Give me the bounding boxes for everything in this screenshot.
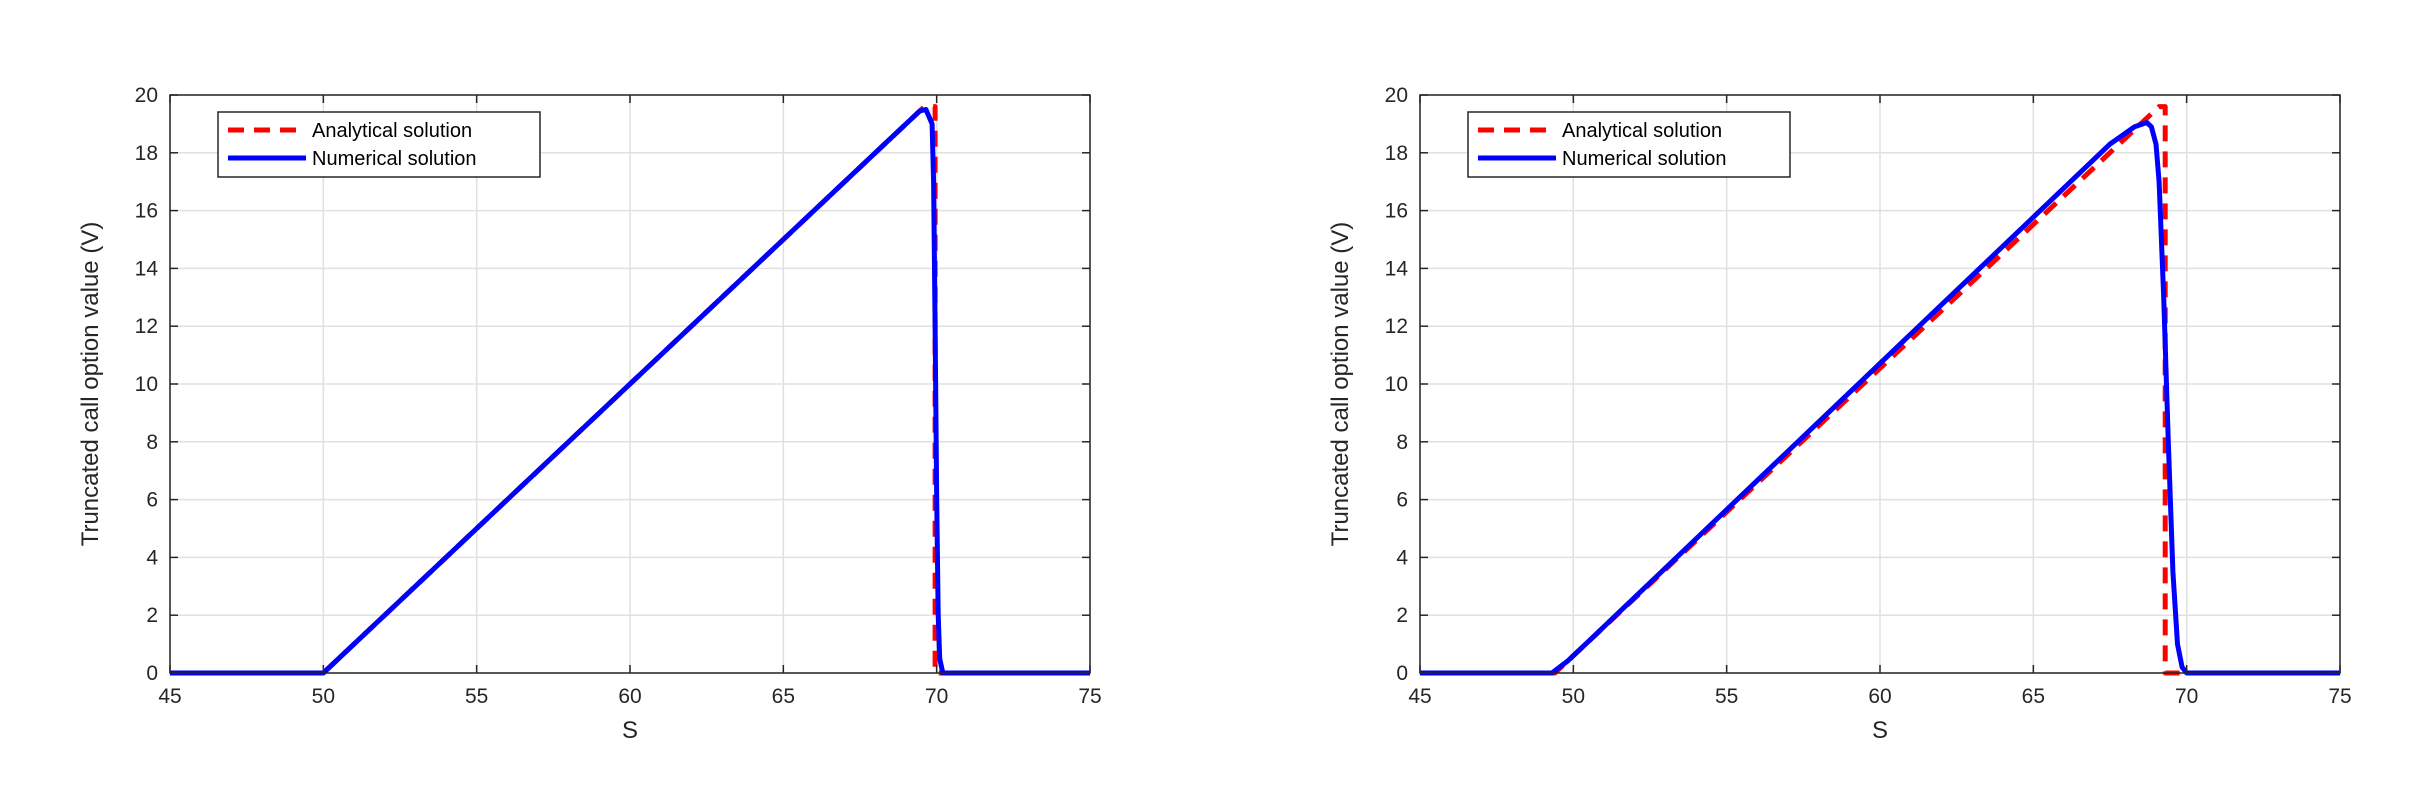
series-line-analytical — [170, 104, 1090, 676]
y-tick-label: 2 — [1396, 604, 1408, 627]
y-tick-label: 12 — [135, 315, 158, 338]
legend-box — [1467, 111, 1791, 178]
y-tick-label: 16 — [135, 200, 158, 223]
x-tick-label: 65 — [2022, 685, 2045, 708]
x-tick-label: 45 — [158, 685, 181, 708]
legend-box — [217, 111, 541, 178]
legend-entry: Numerical solution — [312, 148, 477, 170]
y-tick-label: 2 — [146, 604, 158, 627]
y-tick-label: 0 — [1396, 662, 1408, 685]
x-tick-label: 55 — [1715, 685, 1738, 708]
x-tick-label: 75 — [2328, 685, 2351, 708]
x-tick-label: 75 — [1078, 685, 1101, 708]
x-tick-label: 55 — [465, 685, 488, 708]
y-tick-label: 4 — [1396, 546, 1408, 569]
y-axis-label: Truncated call option value (V) — [77, 222, 104, 547]
y-tick-label: 8 — [1396, 431, 1408, 454]
y-tick-label: 20 — [1385, 84, 1408, 107]
legend-entry: Analytical solution — [312, 120, 472, 142]
x-tick-label: 65 — [772, 685, 795, 708]
y-tick-label: 14 — [135, 257, 159, 280]
y-tick-label: 14 — [1385, 257, 1409, 280]
chart-1: 45 50 55 60 65 70 75 0 2 4 6 8 10 12 14 16 18 20 S Truncate… — [77, 84, 1102, 744]
x-tick-label: 45 — [1408, 685, 1431, 708]
y-tick-label: 18 — [1385, 142, 1408, 165]
y-tick-label: 6 — [146, 489, 158, 512]
x-tick-label: 70 — [925, 685, 948, 708]
y-tick-label: 20 — [135, 84, 158, 107]
series-line-numerical — [170, 107, 1090, 676]
x-tick-label: 60 — [618, 685, 641, 708]
y-tick-label: 10 — [135, 373, 158, 396]
legend: Analytical solution Numerical solution — [1467, 111, 1791, 178]
y-tick-label: 10 — [1385, 373, 1408, 396]
legend: Analytical solution Numerical solution — [217, 111, 541, 178]
y-tick-label: 4 — [146, 546, 158, 569]
y-tick-label: 6 — [1396, 489, 1408, 512]
series-line-numerical — [1420, 120, 2340, 676]
x-tick-label: 50 — [312, 685, 335, 708]
y-tick-label: 12 — [1385, 315, 1408, 338]
legend-entry: Numerical solution — [1562, 148, 1727, 170]
y-tick-label: 18 — [135, 142, 158, 165]
y-axis-label: Truncated call option value (V) — [1327, 222, 1354, 547]
legend-entry: Analytical solution — [1562, 120, 1722, 142]
x-tick-label: 70 — [2175, 685, 2198, 708]
y-tick-label: 16 — [1385, 200, 1408, 223]
y-tick-label: 0 — [146, 662, 158, 685]
y-tick-label: 8 — [146, 431, 158, 454]
x-tick-label: 50 — [1562, 685, 1585, 708]
x-axis-label: S — [1872, 717, 1888, 744]
x-tick-label: 60 — [1868, 685, 1891, 708]
chart-2: 45 50 55 60 65 70 75 0 2 4 6 8 10 12 14 16 18 20 S Truncate… — [1327, 84, 2352, 744]
x-axis-label: S — [622, 717, 638, 744]
